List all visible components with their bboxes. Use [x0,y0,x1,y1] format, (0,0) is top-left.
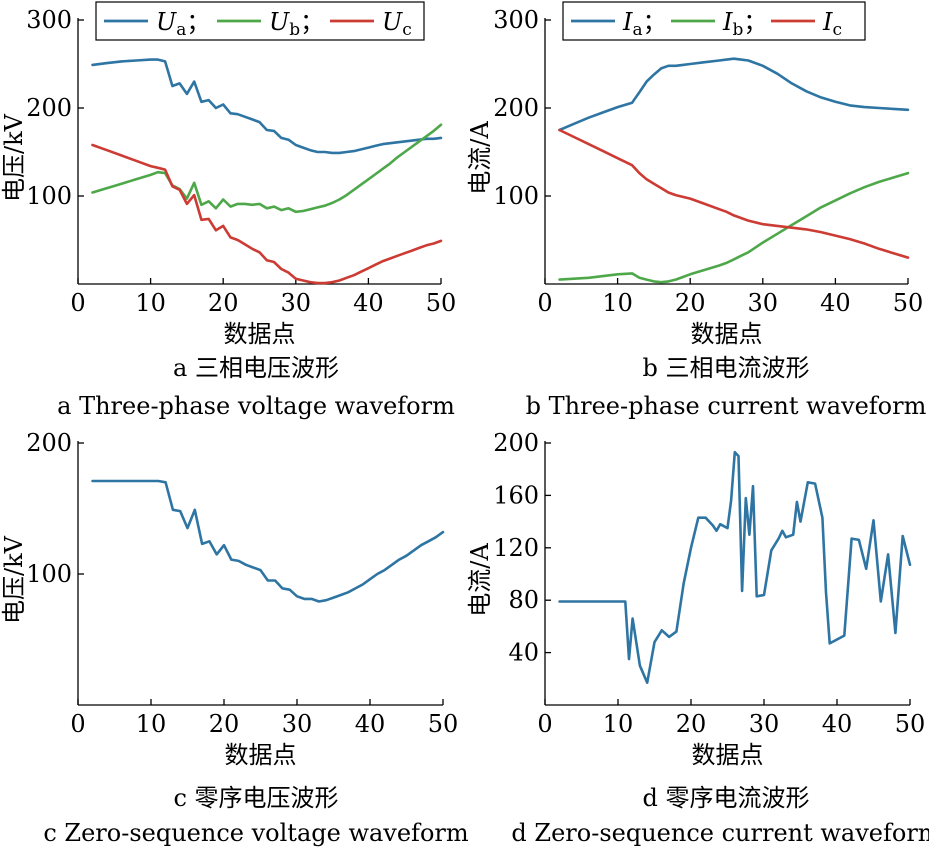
x-tick-label: 40 [820,289,851,317]
x-axis-label: 数据点 [224,320,296,348]
x-tick-label: 10 [136,710,167,738]
x-tick-label: 20 [676,710,707,738]
caption-en: a Three-phase voltage waveform [57,392,455,420]
y-tick-label: 300 [493,6,539,34]
x-axis-label: 数据点 [691,320,763,348]
y-axis-label: 电压/kV [0,535,28,624]
legend: Ua； Ub； Uc [95,1,425,41]
y-tick-label: 120 [493,534,539,562]
x-tick-label: 10 [135,289,166,317]
series-line-ib [558,171,910,284]
legend-entry: Ib； [722,8,767,40]
series-line-zero-seq [91,479,445,603]
series-line-ua [91,58,443,155]
y-tick-label: 80 [508,586,539,614]
caption-en: b Three-phase current waveform [526,392,927,420]
x-tick-label: 40 [353,289,384,317]
x-tick-label: 0 [537,289,552,317]
x-tick-label: 40 [822,710,853,738]
x-tick-label: 20 [208,289,239,317]
x-axis-label: 数据点 [225,741,297,769]
x-tick-label: 40 [355,710,386,738]
y-axis-label: 电压/kV [0,113,28,202]
caption-cn: a 三相电压波形 [173,354,339,382]
x-tick-label: 20 [209,710,240,738]
caption-cn: b 三相电流波形 [643,354,810,382]
caption-en: c Zero-sequence voltage waveform [43,819,469,847]
series-line-ia [558,57,910,132]
legend: Ia； Ib； Ic [562,1,866,41]
chart-a: 0 10 20 30 40 50 100 200 300 数据点 电压/kV Ua； Ub； Uc a 三相… [0,1,457,420]
x-tick-label: 0 [70,289,85,317]
caption-en: d Zero-sequence current waveform [511,819,929,847]
x-tick-label: 50 [895,710,926,738]
legend-entry: Ua； [156,8,210,40]
x-tick-label: 10 [602,289,633,317]
legend-entry: Ub； [269,8,324,40]
series-line-zero-seq [558,450,912,685]
y-tick-label: 100 [493,182,539,210]
y-tick-label: 160 [493,481,539,509]
x-tick-label: 0 [70,710,85,738]
y-tick-label: 40 [508,639,539,667]
series-line-uc [91,143,443,285]
x-tick-label: 20 [675,289,706,317]
x-tick-label: 30 [281,289,312,317]
y-tick-label: 200 [26,94,72,122]
x-tick-label: 50 [428,710,459,738]
y-tick-label: 100 [26,182,72,210]
chart-b: 0 10 20 30 40 50 100 200 300 数据点 电流/A Ia； Ib； Ic b 三相电… [466,1,927,420]
legend-entry: Ic [822,8,842,40]
legend-entry: Uc [382,8,412,40]
x-tick-label: 0 [537,710,552,738]
legend-entry: Ia； [622,8,667,40]
y-axis-label: 电流/A [466,121,494,195]
x-tick-label: 30 [282,710,313,738]
y-tick-label: 200 [26,429,72,457]
chart-d: 0 10 20 30 40 50 40 80 120 160 200 数据点 电流/A d 零序电流波形 d… [466,429,929,847]
x-tick-label: 50 [893,289,924,317]
chart-c: 0 10 20 30 40 50 100 200 数据点 电压/kV c 零序电压波形 c Zero-… [0,429,469,847]
y-tick-label: 100 [26,560,72,588]
y-axis-label: 电流/A [466,543,494,617]
series-line-ub [91,123,443,214]
y-tick-label: 200 [493,94,539,122]
x-tick-label: 30 [748,289,779,317]
x-tick-label: 50 [426,289,457,317]
x-tick-label: 10 [603,710,634,738]
y-tick-label: 300 [26,6,72,34]
x-axis-label: 数据点 [692,741,764,769]
y-tick-label: 200 [493,429,539,457]
x-tick-label: 30 [749,710,780,738]
caption-cn: d 零序电流波形 [643,784,810,812]
caption-cn: c 零序电压波形 [173,784,338,812]
series-line-ic [558,128,910,259]
